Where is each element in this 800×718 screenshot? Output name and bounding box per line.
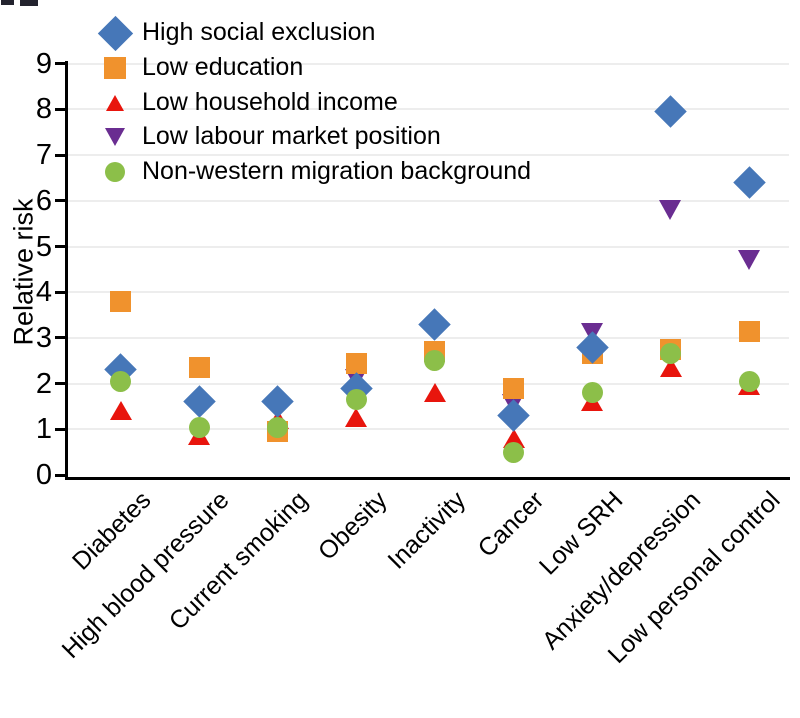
y-tick-label-2: 2 [35,367,52,400]
low-household-income-marker-diabetes [109,401,132,421]
x-axis-line [65,477,790,480]
gridline-7 [67,154,789,157]
x-label-obesity: Obesity [312,486,393,566]
legend-marker-low-labour-market-position [104,127,125,146]
y-tick-label-0: 0 [35,459,52,491]
non-western-migration-background-marker-obesity [345,389,367,411]
gridline-9 [67,62,789,65]
y-tick-0 [55,473,65,477]
y-tick-label-5: 5 [35,230,52,263]
low-education-marker-low-personal-control [738,320,760,342]
legend-marker-high-social-exclusion [97,15,133,51]
non-western-migration-background-marker-diabetes [110,370,131,392]
y-tick-2 [55,382,65,386]
y-axis-line [65,61,68,480]
y-tick-9 [55,62,65,66]
low-labour-market-position-marker-anxiety-depression [659,199,682,220]
non-western-migration-background-marker-low-srh [581,382,603,404]
non-western-migration-background-marker-high-blood-pressure [188,416,210,438]
low-education-marker-high-blood-pressure [188,357,210,379]
legend-marker-low-household-income [105,94,124,111]
non-western-migration-background-marker-inactivity [424,350,446,372]
legend-label-low-household-income: Low household income [142,88,398,116]
legend-marker-low-education [104,57,126,79]
non-western-migration-background-marker-current-smoking [267,416,289,438]
low-education-marker-diabetes [110,290,131,312]
legend-label-non-western-migration-background: Non-western migration background [142,157,532,185]
high-social-exclusion-marker-anxiety-depression [654,95,687,128]
gridline-4 [67,291,789,294]
gridline-1 [67,428,789,431]
high-social-exclusion-marker-low-personal-control [733,166,766,199]
y-tick-label-6: 6 [35,184,52,217]
high-social-exclusion-marker-high-blood-pressure [182,385,216,419]
y-tick-4 [55,290,65,294]
x-label-cancer: Cancer [472,486,550,563]
y-tick-label-1: 1 [35,413,52,446]
cropped-glyph-artifact [1,0,14,5]
x-label-inactivity: Inactivity [382,486,471,575]
y-tick-5 [55,245,65,248]
x-label-current-smoking: Current smoking [164,486,314,636]
low-labour-market-position-marker-low-personal-control [737,250,760,271]
low-household-income-marker-obesity [345,408,368,428]
non-western-migration-background-marker-cancer [503,441,524,463]
gridline-5 [67,245,789,248]
legend-label-low-labour-market-position: Low labour market position [142,122,441,150]
non-western-migration-background-marker-anxiety-depression [660,343,682,365]
low-education-marker-cancer [503,377,524,399]
y-tick-7 [55,153,65,157]
gridline-8 [67,108,789,111]
y-tick-label-4: 4 [35,276,52,309]
cropped-glyph-artifact [20,0,38,6]
low-education-marker-obesity [345,352,367,374]
legend-label-low-education: Low education [142,53,304,81]
y-tick-label-3: 3 [35,321,52,354]
y-tick-label-7: 7 [35,139,52,172]
legend-label-high-social-exclusion: High social exclusion [142,18,376,46]
low-household-income-marker-inactivity [423,383,446,403]
gridline-6 [67,199,789,202]
gridline-3 [67,336,789,339]
y-tick-8 [55,107,65,111]
y-tick-3 [55,336,65,340]
high-social-exclusion-marker-inactivity [418,307,452,341]
y-tick-label-9: 9 [35,47,52,80]
y-tick-6 [55,199,65,203]
non-western-migration-background-marker-low-personal-control [738,370,760,392]
y-tick-label-8: 8 [35,93,52,126]
legend-marker-non-western-migration-background [105,162,125,182]
y-tick-1 [55,427,65,431]
